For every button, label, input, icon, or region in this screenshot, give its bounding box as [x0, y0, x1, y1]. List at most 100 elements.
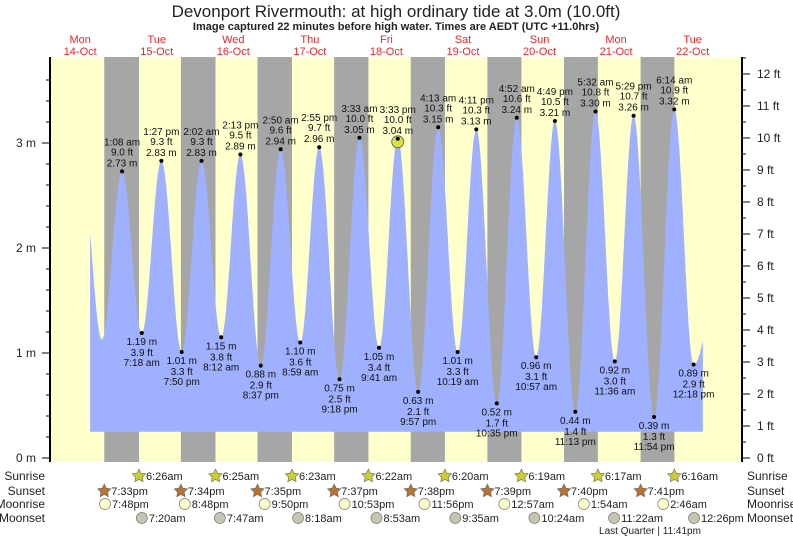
right-axis-label: 10 ft: [757, 131, 781, 145]
low-tide-ft: 3.0 ft: [604, 376, 626, 387]
day-date: 14-Oct: [64, 46, 97, 58]
high-tide-m: 2.83 m: [186, 148, 217, 159]
sunset-icon: [250, 483, 265, 498]
moonrise-icon: [99, 498, 111, 510]
sunrise-time: 6:25am: [222, 471, 259, 483]
day-date: 21-Oct: [600, 46, 633, 58]
sunset-time: 7:33pm: [111, 486, 148, 498]
sunrise-time: 6:19am: [528, 471, 565, 483]
tide-point: [278, 147, 283, 152]
day-name: Tue: [683, 34, 702, 46]
high-tide-time: 3:33 am: [341, 104, 377, 115]
low-tide-time: 11:36 am: [594, 386, 635, 397]
low-tide-time: 8:59 am: [282, 368, 318, 379]
high-tide-time: 1:27 pm: [143, 127, 179, 138]
moonset-icon: [688, 512, 700, 524]
moonrise-time: 2:46am: [670, 499, 707, 511]
low-tide-time: 12:18 pm: [673, 390, 715, 401]
right-axis-label: 0 ft: [757, 451, 774, 465]
high-tide-m: 3.30 m: [580, 99, 611, 110]
tide-point: [631, 113, 636, 118]
high-tide-m: 3.05 m: [344, 125, 375, 136]
low-tide-m: 0.92 m: [600, 365, 631, 376]
moonset-icon: [608, 512, 620, 524]
sunset-icon: [633, 483, 648, 498]
tide-area: [90, 109, 703, 432]
high-tide-time: 6:14 am: [656, 75, 692, 86]
moonrise-icon: [258, 498, 271, 510]
high-tide-m: 3.13 m: [461, 116, 492, 127]
moonrise-icon: [418, 498, 431, 510]
tide-point: [436, 125, 441, 130]
high-tide-ft: 9.6 ft: [269, 125, 291, 136]
right-axis-label: 4 ft: [757, 323, 774, 337]
low-tide-time: 8:37 pm: [243, 391, 279, 402]
tide-point: [612, 359, 617, 364]
tide-point: [514, 115, 519, 120]
axes: 0 m 1 m 2 m 3 m 0 ft 1 ft 2 ft 3 ft 4 ft 5 ft 6 ft…: [16, 57, 781, 465]
low-tide-m: 1.19 m: [126, 337, 157, 348]
sunrise-time: 6:20am: [452, 471, 489, 483]
moonrise-time: 9:50pm: [272, 499, 309, 511]
high-tide-m: 3.15 m: [423, 114, 454, 125]
low-tide-ft: 2.9 ft: [250, 381, 272, 392]
high-tide-ft: 10.3 ft: [462, 105, 490, 116]
low-tide-time: 10:35 pm: [476, 428, 518, 439]
tide-point: [238, 152, 243, 157]
right-axis-label: 2 ft: [757, 387, 774, 401]
moonrise-time: 7:48pm: [112, 499, 149, 511]
low-tide-ft: 3.9 ft: [131, 348, 153, 359]
current-tide-marker: [391, 135, 405, 149]
low-tide-m: 1.05 m: [364, 352, 395, 363]
low-tide-time: 7:50 pm: [164, 377, 200, 388]
moonset-icon: [292, 512, 304, 524]
moonset-icon: [528, 512, 541, 524]
tide-point: [474, 127, 479, 132]
low-tide-ft: 3.8 ft: [210, 352, 232, 363]
sunset-row-label-right: Sunset: [747, 484, 785, 498]
low-tide-time: 9:18 pm: [321, 404, 357, 415]
sunrise-icon: [361, 468, 376, 483]
moonrise-icon: [338, 498, 351, 510]
moonset-time: 8:18am: [305, 513, 342, 525]
low-tide-time: 10:57 am: [515, 382, 557, 393]
moonrise-time: 8:48pm: [192, 499, 229, 511]
plot-area: [50, 57, 742, 462]
moonrise-icon: [498, 498, 511, 510]
high-tide-time: 1:08 am: [104, 137, 140, 148]
low-tide-ft: 3.1 ft: [525, 372, 547, 383]
moonset-time: 7:20am: [149, 513, 186, 525]
low-tide-time: 9:57 pm: [400, 417, 436, 428]
day-name: Sun: [530, 34, 550, 46]
sunrise-icon: [208, 468, 223, 483]
high-tide-m: 2.83 m: [146, 148, 177, 159]
tide-point: [593, 109, 598, 114]
high-tide-m: 3.32 m: [659, 96, 690, 107]
right-axis-label: 5 ft: [757, 291, 774, 305]
moonset-time: 11:22am: [621, 513, 663, 525]
day-name: Sat: [455, 34, 472, 46]
moonset-time: 9:35am: [462, 513, 499, 525]
day-date: 18-Oct: [370, 46, 403, 58]
low-tide-time: 7:18 am: [124, 358, 160, 369]
tide-point: [298, 340, 303, 345]
high-tide-ft: 10.3 ft: [424, 103, 452, 114]
sunrise-time: 6:17am: [605, 471, 642, 483]
sunset-time: 7:41pm: [648, 486, 685, 498]
day-name: Fri: [380, 34, 393, 46]
low-tide-time: 11:13 pm: [555, 437, 596, 448]
high-tide-m: 3.26 m: [618, 103, 649, 114]
low-tide-ft: 1.3 ft: [643, 432, 665, 443]
moon-phase: Last Quarter | 11:41pm: [599, 526, 701, 537]
high-tide-ft: 9.7 ft: [308, 123, 330, 134]
moonrise-icon: [178, 498, 191, 510]
high-tide-m: 3.24 m: [501, 105, 532, 116]
tide-point: [357, 135, 362, 140]
day-date: 20-Oct: [523, 46, 556, 58]
tide-labels: 1:08 am9.0 ft2.73 m 1.19 m3.9 ft7:18 am 1:…: [104, 75, 714, 453]
day-name: Thu: [300, 34, 319, 46]
high-tide-time: 4:13 am: [420, 93, 456, 104]
tide-point: [139, 331, 144, 336]
high-tide-ft: 10.9 ft: [660, 85, 688, 96]
moonset-icon: [370, 512, 383, 524]
